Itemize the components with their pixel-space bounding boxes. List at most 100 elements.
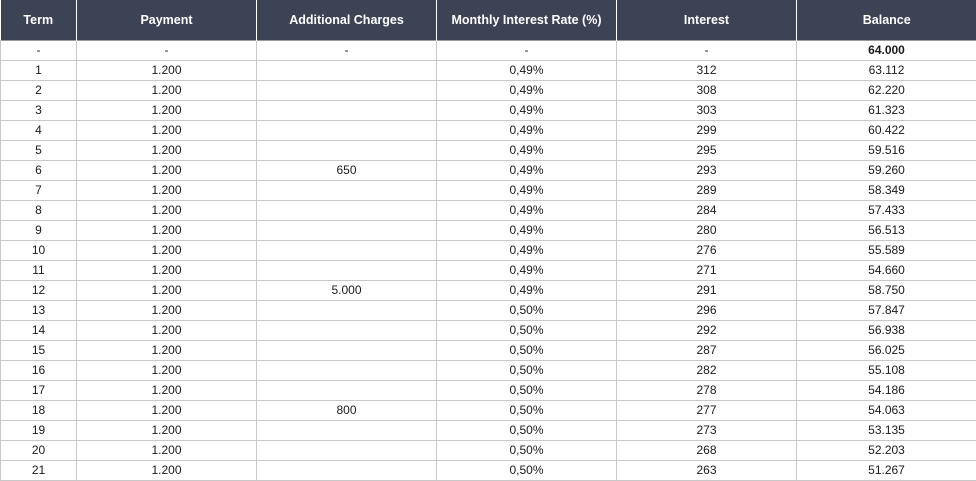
cell-interest-rate: 0,49%	[436, 260, 617, 281]
table-row: 1 1.200 0,49% 312 63.112	[0, 60, 976, 81]
cell-payment: 1.200	[76, 280, 257, 301]
cell-balance: 64.000	[796, 40, 976, 61]
cell-term: 13	[0, 300, 77, 321]
cell-interest-rate: 0,49%	[436, 220, 617, 241]
cell-additional-charges	[256, 320, 437, 341]
cell-balance: 52.203	[796, 440, 976, 461]
cell-interest-rate: 0,50%	[436, 420, 617, 441]
cell-additional-charges	[256, 260, 437, 281]
cell-interest-rate: 0,50%	[436, 340, 617, 361]
header-term: Term	[0, 0, 77, 41]
cell-interest: 308	[616, 80, 797, 101]
cell-additional-charges	[256, 180, 437, 201]
cell-payment: 1.200	[76, 60, 257, 81]
cell-balance: 56.025	[796, 340, 976, 361]
cell-payment: 1.200	[76, 360, 257, 381]
cell-interest: 287	[616, 340, 797, 361]
cell-term: 7	[0, 180, 77, 201]
cell-term: 19	[0, 420, 77, 441]
cell-balance: 58.750	[796, 280, 976, 301]
cell-interest: 292	[616, 320, 797, 341]
cell-payment: -	[76, 40, 257, 61]
cell-term: 8	[0, 200, 77, 221]
cell-additional-charges: 800	[256, 400, 437, 421]
cell-term: 9	[0, 220, 77, 241]
cell-payment: 1.200	[76, 300, 257, 321]
header-monthly-interest-rate: Monthly Interest Rate (%)	[436, 0, 617, 41]
cell-interest: 284	[616, 200, 797, 221]
cell-term: 4	[0, 120, 77, 141]
cell-interest: 268	[616, 440, 797, 461]
cell-interest-rate: 0,49%	[436, 120, 617, 141]
table-header: Term Payment Additional Charges Monthly …	[0, 0, 976, 41]
cell-additional-charges: 5.000	[256, 280, 437, 301]
cell-payment: 1.200	[76, 100, 257, 121]
table-row: 18 1.200 800 0,50% 277 54.063	[0, 400, 976, 421]
header-payment: Payment	[76, 0, 257, 41]
cell-interest-rate: -	[436, 40, 617, 61]
cell-interest-rate: 0,50%	[436, 360, 617, 381]
table-row: 7 1.200 0,49% 289 58.349	[0, 180, 976, 201]
cell-balance: 54.186	[796, 380, 976, 401]
cell-balance: 60.422	[796, 120, 976, 141]
cell-payment: 1.200	[76, 180, 257, 201]
table-row: 3 1.200 0,49% 303 61.323	[0, 100, 976, 121]
cell-interest: 299	[616, 120, 797, 141]
cell-interest-rate: 0,49%	[436, 100, 617, 121]
cell-balance: 56.938	[796, 320, 976, 341]
cell-balance: 59.516	[796, 140, 976, 161]
cell-payment: 1.200	[76, 260, 257, 281]
cell-interest: 278	[616, 380, 797, 401]
cell-payment: 1.200	[76, 420, 257, 441]
cell-additional-charges	[256, 200, 437, 221]
cell-payment: 1.200	[76, 440, 257, 461]
cell-additional-charges	[256, 240, 437, 261]
cell-interest: 289	[616, 180, 797, 201]
cell-interest: 295	[616, 140, 797, 161]
cell-interest: 276	[616, 240, 797, 261]
table-body: - - - - -64.000 1 1.200 0,49% 312 63.112 2 1.200 0,4…	[0, 40, 976, 481]
table-row: 20 1.200 0,50% 268 52.203	[0, 440, 976, 461]
cell-payment: 1.200	[76, 140, 257, 161]
cell-term: 12	[0, 280, 77, 301]
cell-interest: 280	[616, 220, 797, 241]
cell-term: 18	[0, 400, 77, 421]
cell-payment: 1.200	[76, 340, 257, 361]
cell-term: 10	[0, 240, 77, 261]
cell-additional-charges: -	[256, 40, 437, 61]
header-additional-charges: Additional Charges	[256, 0, 437, 41]
cell-balance: 58.349	[796, 180, 976, 201]
cell-additional-charges	[256, 60, 437, 81]
table-row: 5 1.200 0,49% 295 59.516	[0, 140, 976, 161]
cell-term: 3	[0, 100, 77, 121]
cell-term: 1	[0, 60, 77, 81]
cell-interest-rate: 0,49%	[436, 280, 617, 301]
cell-balance: 63.112	[796, 60, 976, 81]
table-row: 14 1.200 0,50% 292 56.938	[0, 320, 976, 341]
cell-additional-charges	[256, 100, 437, 121]
cell-interest: 312	[616, 60, 797, 81]
cell-payment: 1.200	[76, 220, 257, 241]
cell-balance: 51.267	[796, 460, 976, 481]
cell-balance: 57.433	[796, 200, 976, 221]
table-row: 4 1.200 0,49% 299 60.422	[0, 120, 976, 141]
cell-balance: 61.323	[796, 100, 976, 121]
table-row: 9 1.200 0,49% 280 56.513	[0, 220, 976, 241]
cell-additional-charges	[256, 120, 437, 141]
cell-balance: 56.513	[796, 220, 976, 241]
cell-interest-rate: 0,49%	[436, 80, 617, 101]
cell-interest: -	[616, 40, 797, 61]
cell-term: 11	[0, 260, 77, 281]
cell-additional-charges	[256, 340, 437, 361]
cell-interest: 291	[616, 280, 797, 301]
cell-interest: 271	[616, 260, 797, 281]
cell-payment: 1.200	[76, 200, 257, 221]
cell-balance: 57.847	[796, 300, 976, 321]
cell-term: 16	[0, 360, 77, 381]
cell-interest-rate: 0,49%	[436, 200, 617, 221]
cell-payment: 1.200	[76, 80, 257, 101]
cell-payment: 1.200	[76, 160, 257, 181]
cell-interest-rate: 0,49%	[436, 140, 617, 161]
cell-payment: 1.200	[76, 120, 257, 141]
cell-balance: 54.063	[796, 400, 976, 421]
